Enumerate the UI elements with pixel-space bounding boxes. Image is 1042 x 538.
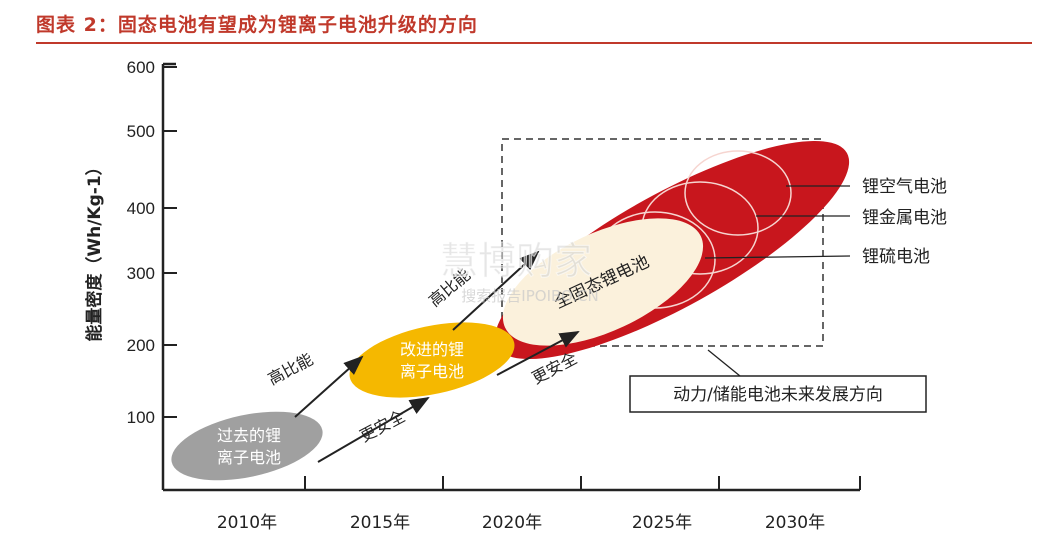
past-battery-label-line1: 过去的锂: [217, 426, 281, 445]
past-battery-ellipse: [171, 411, 323, 481]
improved-battery-label-line1: 改进的锂: [400, 340, 464, 359]
future-direction-label-box: [629, 375, 927, 413]
callout-line-li-sulfur: [704, 255, 851, 259]
y-tick-group: 100 200 300 400 500 600: [127, 58, 177, 427]
x-tick-label: 2010年: [217, 513, 277, 533]
callout-li-metal: 锂金属电池: [862, 208, 947, 228]
arrow-safety-1: [317, 396, 430, 463]
x-tick-label: 2020年: [482, 513, 542, 533]
future-box-connector: [707, 349, 741, 377]
li-air-circle: [684, 150, 792, 236]
y-tick-label: 200: [127, 336, 155, 355]
x-tick-label: 2030年: [765, 513, 825, 533]
x-tick-label: 2025年: [632, 513, 692, 533]
past-battery-label-line2: 离子电池: [217, 448, 281, 467]
watermark-main: 慧博购家: [440, 239, 592, 283]
watermark-sub: 搜索报告IPOIBO.CN: [461, 287, 598, 305]
y-axis-title: 能量密度（Wh/Kg-1）: [84, 158, 105, 341]
future-direction-label: 动力/储能电池未来发展方向: [673, 385, 883, 405]
y-tick-label: 300: [127, 264, 155, 283]
y-tick-label: 500: [127, 122, 155, 141]
figure-title: 图表 2：固态电池有望成为锂离子电池升级的方向: [36, 14, 478, 36]
x-tick-label: 2015年: [350, 513, 410, 533]
arrow-energy-1: [294, 355, 364, 418]
y-tick-label: 100: [127, 408, 155, 427]
safety-label-1: 更安全: [357, 406, 408, 445]
improved-battery-label-line2: 离子电池: [400, 362, 464, 381]
arrow-safety-2: [496, 331, 580, 376]
arrow-energy-2: [452, 250, 540, 331]
title-divider: [36, 42, 1032, 44]
x-tick-group: 2010年 2015年 2020年 2025年 2030年: [217, 476, 861, 533]
energy-label-1: 高比能: [265, 349, 316, 388]
solid-state-ellipse: [502, 218, 704, 346]
callout-li-sulfur: 锂硫电池: [862, 247, 930, 267]
y-tick-label: 600: [127, 58, 155, 77]
improved-battery-ellipse: [349, 322, 515, 398]
callout-li-air: 锂空气电池: [862, 177, 947, 197]
y-tick-label: 400: [127, 199, 155, 218]
future-direction-box: [501, 138, 824, 347]
